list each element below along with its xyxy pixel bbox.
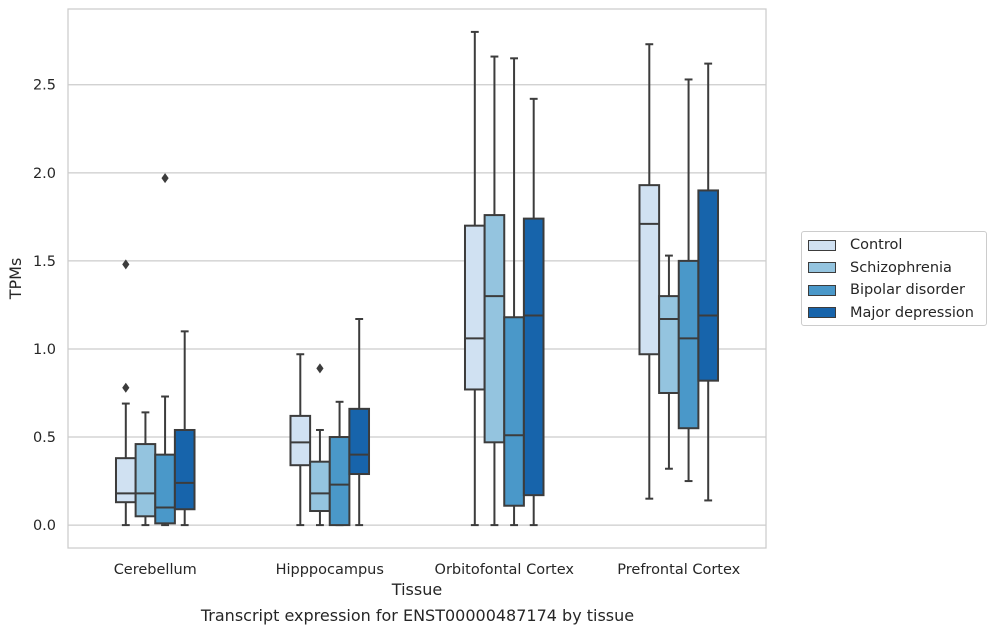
box-control	[289, 414, 312, 467]
legend-label: Control	[850, 237, 903, 253]
y-axis-label: TPMs	[6, 258, 25, 301]
x-tick-labels: Cerebellum Hipppocampus Orbitofontal Corte…	[114, 562, 741, 578]
box-schizophrenia	[658, 295, 680, 394]
x-tick-label: Prefrontal Cortex	[617, 562, 740, 578]
plot-area	[67, 8, 767, 549]
box-major-depression	[522, 217, 545, 497]
box-bipolar-disorder	[503, 316, 525, 507]
y-tick-label: 1.0	[33, 342, 56, 358]
box-major-depression	[697, 189, 720, 382]
y-tick-label: 0.0	[33, 518, 56, 534]
y-tick-label: 2.0	[33, 166, 56, 182]
box-major-depression	[173, 428, 196, 511]
box-schizophrenia	[309, 460, 331, 513]
legend-label: Bipolar disorder	[850, 282, 965, 298]
box-control	[114, 457, 137, 504]
x-tick-label: Orbitofontal Cortex	[435, 562, 575, 578]
box-bipolar-disorder	[154, 453, 176, 525]
box-bipolar-disorder	[677, 259, 700, 430]
outlier-point	[316, 363, 324, 374]
box-schizophrenia	[483, 214, 506, 444]
y-tick-label: 2.5	[33, 78, 56, 94]
x-tick-label: Hipppocampus	[276, 562, 384, 578]
legend-swatch	[808, 307, 836, 318]
legend-item: Major depression	[808, 304, 974, 322]
box-bipolar-disorder	[328, 436, 351, 527]
outlier-point	[161, 173, 169, 184]
outlier-point	[122, 259, 130, 270]
legend-label: Schizophrenia	[850, 259, 952, 276]
box-control	[463, 224, 486, 391]
box-schizophrenia	[134, 443, 157, 518]
outlier-point	[122, 382, 130, 393]
legend-item: Bipolar disorder	[808, 281, 965, 299]
legend-swatch	[808, 239, 836, 251]
legend-swatch	[808, 262, 836, 273]
x-tick-label: Cerebellum	[114, 562, 197, 578]
y-tick-label: 1.5	[33, 254, 56, 270]
legend-label: Major depression	[850, 304, 974, 321]
x-axis-label: Tissue	[391, 580, 442, 599]
y-tick-label: 0.5	[33, 430, 56, 446]
box-control	[638, 184, 661, 356]
chart-caption: Transcript expression for ENST0000048717…	[200, 606, 635, 625]
legend-swatch	[808, 284, 836, 296]
legend: Control Schizophrenia Bipolar disorder Majo…	[801, 231, 987, 326]
y-tick-labels: 0.0 0.5 1.0 1.5 2.0 2.5	[33, 78, 56, 534]
boxes	[114, 30, 720, 527]
box-major-depression	[348, 407, 371, 476]
legend-item: Control	[808, 236, 902, 254]
legend-item: Schizophrenia	[808, 259, 952, 277]
